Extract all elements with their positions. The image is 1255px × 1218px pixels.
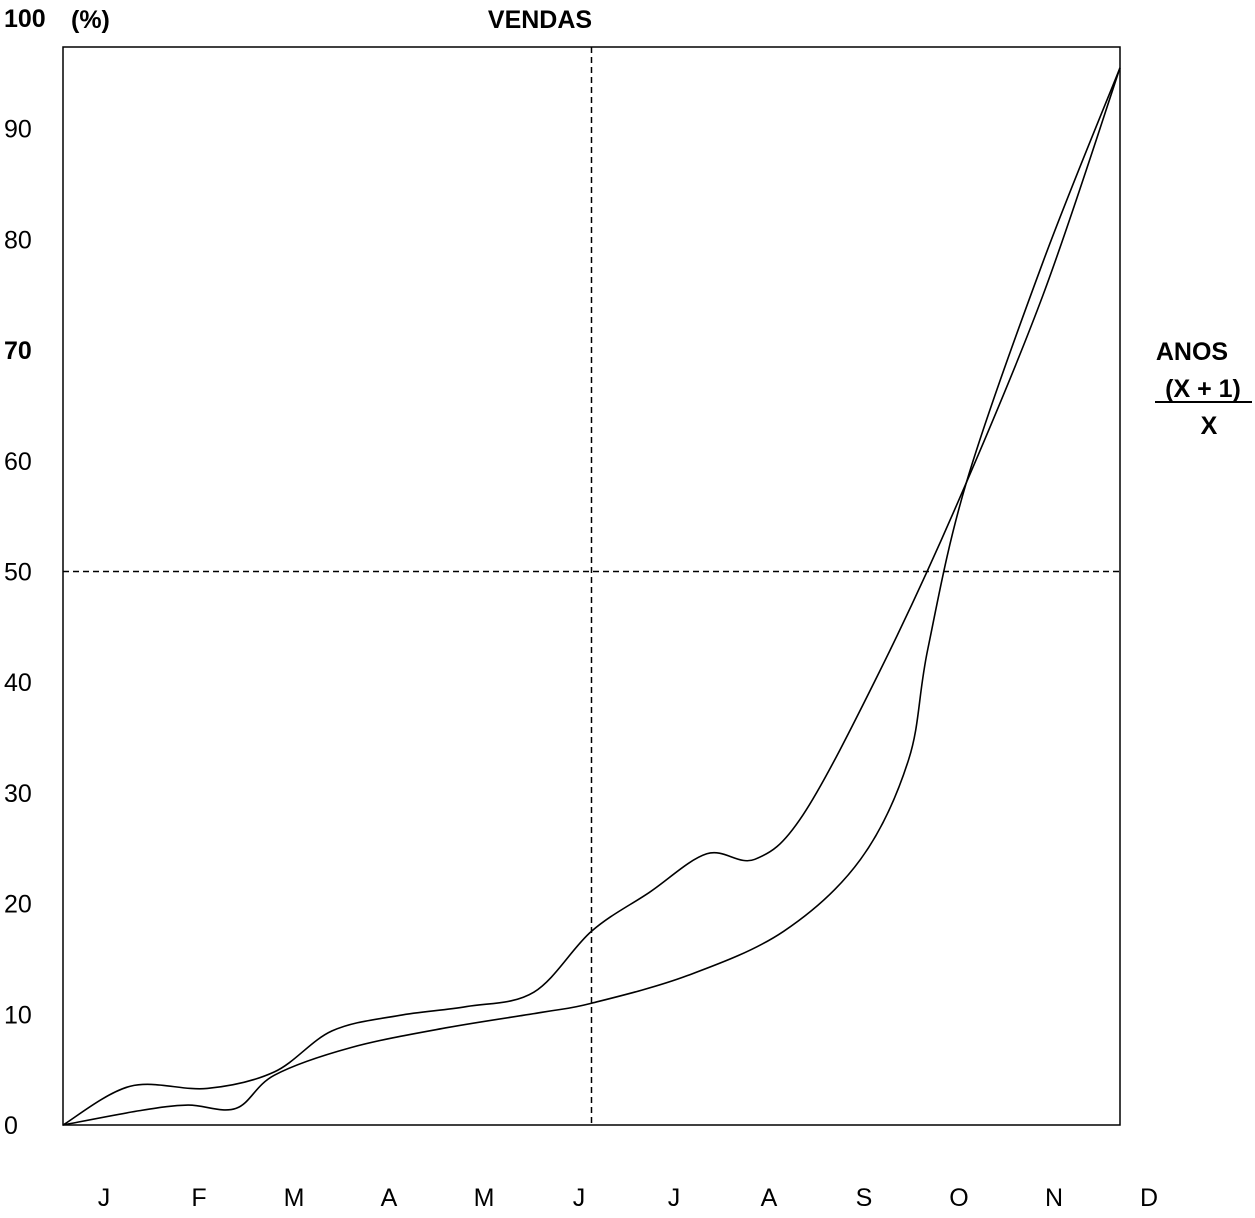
y-tick-label-40: 40 — [4, 669, 32, 697]
legend-entry-numerator: (X + 1) — [1165, 375, 1241, 403]
x-tick-label-8: S — [856, 1184, 873, 1212]
y-axis-unit-label: (%) — [71, 6, 110, 34]
x-tick-label-5: J — [573, 1184, 586, 1212]
series-line-1 — [62, 67, 1121, 1126]
x-tick-label-1: F — [191, 1184, 206, 1212]
y-tick-label-50: 50 — [4, 559, 32, 587]
y-tick-label-90: 90 — [4, 116, 32, 144]
legend-entry-denominator: X — [1201, 412, 1218, 440]
x-tick-label-4: M — [474, 1184, 495, 1212]
y-tick-label-10: 10 — [4, 1001, 32, 1029]
x-tick-label-10: N — [1045, 1184, 1063, 1212]
x-tick-label-11: D — [1140, 1184, 1158, 1212]
y-tick-label-0: 0 — [4, 1112, 18, 1140]
legend-title: ANOS — [1156, 338, 1228, 366]
y-tick-label-30: 30 — [4, 780, 32, 808]
x-tick-label-7: A — [761, 1184, 778, 1212]
x-tick-label-0: J — [98, 1184, 111, 1212]
series-line-0 — [62, 67, 1121, 1126]
y-tick-label-100: 100 — [4, 5, 46, 33]
x-tick-label-2: M — [284, 1184, 305, 1212]
x-tick-label-9: O — [949, 1184, 968, 1212]
y-tick-label-60: 60 — [4, 448, 32, 476]
y-tick-label-80: 80 — [4, 226, 32, 254]
chart-title: VENDAS — [488, 6, 592, 34]
y-tick-label-70: 70 — [4, 337, 32, 365]
x-tick-label-6: J — [668, 1184, 681, 1212]
legend: ANOS (X + 1) X — [1155, 338, 1252, 440]
x-tick-label-3: A — [381, 1184, 398, 1212]
y-tick-label-20: 20 — [4, 891, 32, 919]
